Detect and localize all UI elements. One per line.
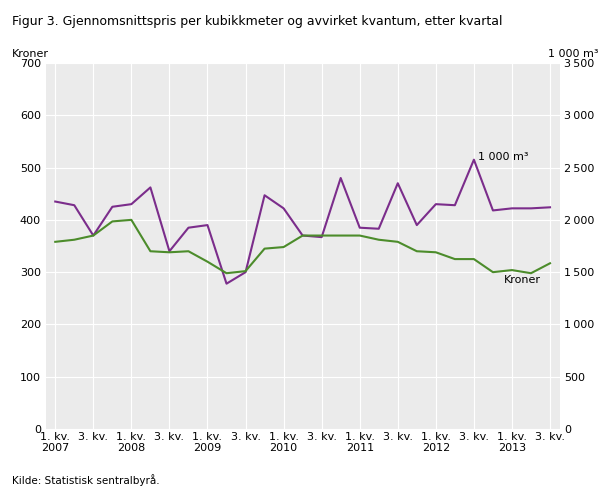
Text: Kroner: Kroner (12, 49, 49, 59)
Text: Figur 3. Gjennomsnittspris per kubikkmeter og avvirket kvantum, etter kvartal: Figur 3. Gjennomsnittspris per kubikkmet… (12, 15, 503, 28)
Text: 1 000 m³: 1 000 m³ (548, 49, 598, 59)
Text: Kilde: Statistisk sentralbyrå.: Kilde: Statistisk sentralbyrå. (12, 474, 160, 486)
Text: 1 000 m³: 1 000 m³ (478, 152, 528, 163)
Text: Kroner: Kroner (504, 275, 541, 285)
